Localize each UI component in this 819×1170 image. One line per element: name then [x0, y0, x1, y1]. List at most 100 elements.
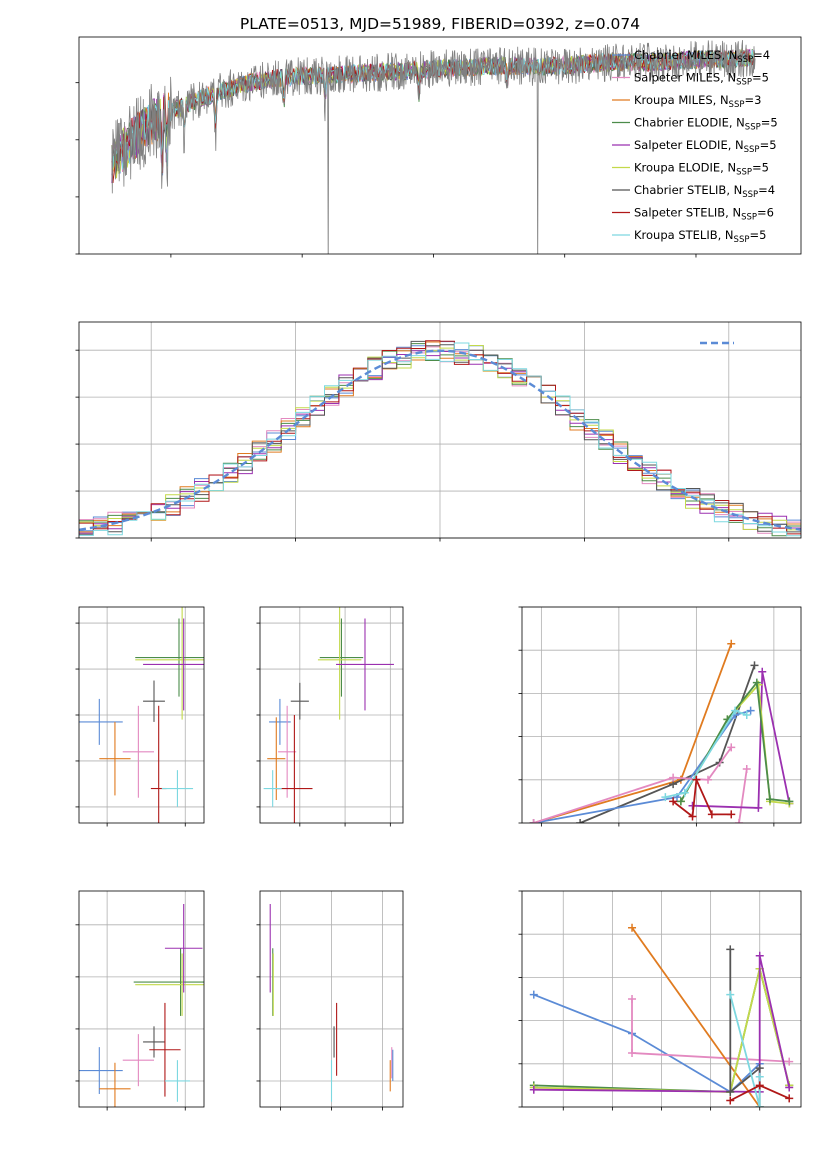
errorbar-plot-area — [79, 607, 204, 823]
histogram-step-line — [79, 343, 801, 537]
weight-series-line — [692, 671, 791, 809]
legend-subscript: SSP — [741, 213, 757, 223]
legend-entry: Salpeter ELODIE, NSSP=5 — [634, 138, 777, 155]
weight-marker — [752, 678, 761, 687]
weight-marker — [785, 1057, 794, 1066]
weight-marker — [754, 803, 763, 812]
legend-tail: =4 — [758, 183, 775, 197]
weight-marker — [661, 793, 670, 802]
axes-frame — [78, 321, 802, 539]
legend-entry: Salpeter MILES, NSSP=5 — [634, 71, 769, 88]
weight-marker — [766, 795, 774, 804]
legend-tail: =3 — [744, 93, 761, 107]
legend-subscript: SSP — [736, 168, 752, 178]
legend-subscript: SSP — [729, 100, 745, 110]
weight-marker — [529, 819, 538, 823]
legend-label: Kroupa ELODIE, N — [634, 161, 736, 175]
legend-label: Chabrier STELIB, N — [634, 183, 742, 197]
weight-marker — [750, 661, 759, 670]
weight-marker — [529, 1085, 538, 1094]
legend-subscript: SSP — [742, 190, 758, 200]
legend-subscript: SSP — [734, 235, 750, 245]
legend-subscript: SSP — [736, 78, 752, 88]
weight-marker — [755, 1072, 764, 1081]
legend-label: Salpeter STELIB, N — [634, 206, 741, 220]
weight-plot-area — [529, 923, 794, 1107]
residuals-plot-area — [79, 340, 801, 537]
weight-marker — [707, 810, 716, 819]
legend-tail: =4 — [753, 48, 770, 62]
weight-series-line — [533, 955, 791, 1093]
legend-entry: Chabrier STELIB, NSSP=4 — [634, 183, 775, 200]
weight-series-line — [738, 768, 748, 823]
histogram-step-line — [79, 340, 801, 535]
weight-marker — [746, 706, 755, 715]
weight-marker — [726, 1096, 735, 1105]
axes-frame — [78, 606, 205, 824]
figure-title: PLATE=0513, MJD=51989, FIBERID=0392, z=0… — [240, 15, 640, 33]
weight-marker — [680, 788, 689, 797]
errorbar-plot-area — [79, 904, 204, 1107]
legend-tail: =5 — [752, 161, 769, 175]
weight-marker — [692, 775, 701, 784]
axes-frame — [521, 890, 802, 1108]
weight-series-line — [631, 927, 761, 1107]
weight-marker — [628, 923, 637, 932]
weight-marker — [726, 945, 735, 954]
weight-series-line — [680, 682, 790, 805]
weight-marker — [669, 773, 678, 782]
legend-label: Chabrier ELODIE, N — [634, 116, 745, 130]
legend-entry: Salpeter STELIB, NSSP=6 — [634, 206, 774, 223]
weight-marker — [727, 639, 736, 648]
legend-tail: =5 — [752, 71, 769, 85]
weight-series-line — [729, 994, 761, 1107]
weight-marker — [727, 743, 736, 752]
weight-series-line — [533, 968, 791, 1093]
legend-subscript: SSP — [744, 145, 760, 155]
axes-frame — [78, 36, 802, 255]
weight-marker — [726, 990, 735, 999]
axes-frame — [259, 606, 404, 824]
weight-plot-area — [529, 639, 794, 823]
weight-marker — [755, 1064, 764, 1073]
weight-marker — [742, 765, 751, 773]
weight-marker — [669, 797, 678, 806]
axes-frame — [259, 890, 404, 1108]
legend-tail: =5 — [760, 138, 777, 152]
weight-marker — [628, 1049, 637, 1057]
weight-marker — [529, 990, 538, 999]
weight-marker — [704, 775, 712, 784]
weight-marker — [628, 995, 637, 1003]
weight-series-line — [533, 993, 761, 1094]
weight-marker — [755, 1103, 764, 1107]
legend-label: Salpeter ELODIE, N — [634, 138, 744, 152]
legend-label: Kroupa MILES, N — [634, 93, 729, 107]
weight-marker — [735, 819, 743, 823]
legend-label: Salpeter MILES, N — [634, 71, 736, 85]
axes-frame — [521, 606, 802, 824]
legend-subscript: SSP — [737, 55, 753, 65]
legend-entry: Chabrier ELODIE, NSSP=5 — [634, 116, 778, 133]
errorbar-plot-area — [263, 607, 394, 823]
weight-marker — [785, 1083, 794, 1092]
spectrum-plot-area — [111, 40, 756, 254]
weight-marker — [742, 711, 751, 719]
histogram-step-line — [79, 345, 801, 531]
weight-marker — [731, 706, 740, 715]
legend-entry: Kroupa STELIB, NSSP=5 — [634, 228, 766, 245]
weight-marker — [755, 1081, 764, 1090]
legend-entry: Kroupa MILES, NSSP=3 — [634, 93, 761, 110]
histogram-step-line — [79, 340, 801, 535]
weight-series-line — [665, 709, 748, 798]
histogram-step-line — [79, 350, 801, 534]
legend-tail: =6 — [757, 206, 774, 220]
weight-marker — [726, 1087, 735, 1096]
weight-marker — [727, 810, 736, 819]
legend-label: Kroupa STELIB, N — [634, 228, 734, 242]
weight-series-line — [533, 643, 733, 823]
axes-frame — [78, 890, 205, 1108]
weight-marker — [688, 812, 697, 821]
weight-marker — [676, 797, 685, 806]
observed-spectrum-line — [111, 40, 756, 254]
